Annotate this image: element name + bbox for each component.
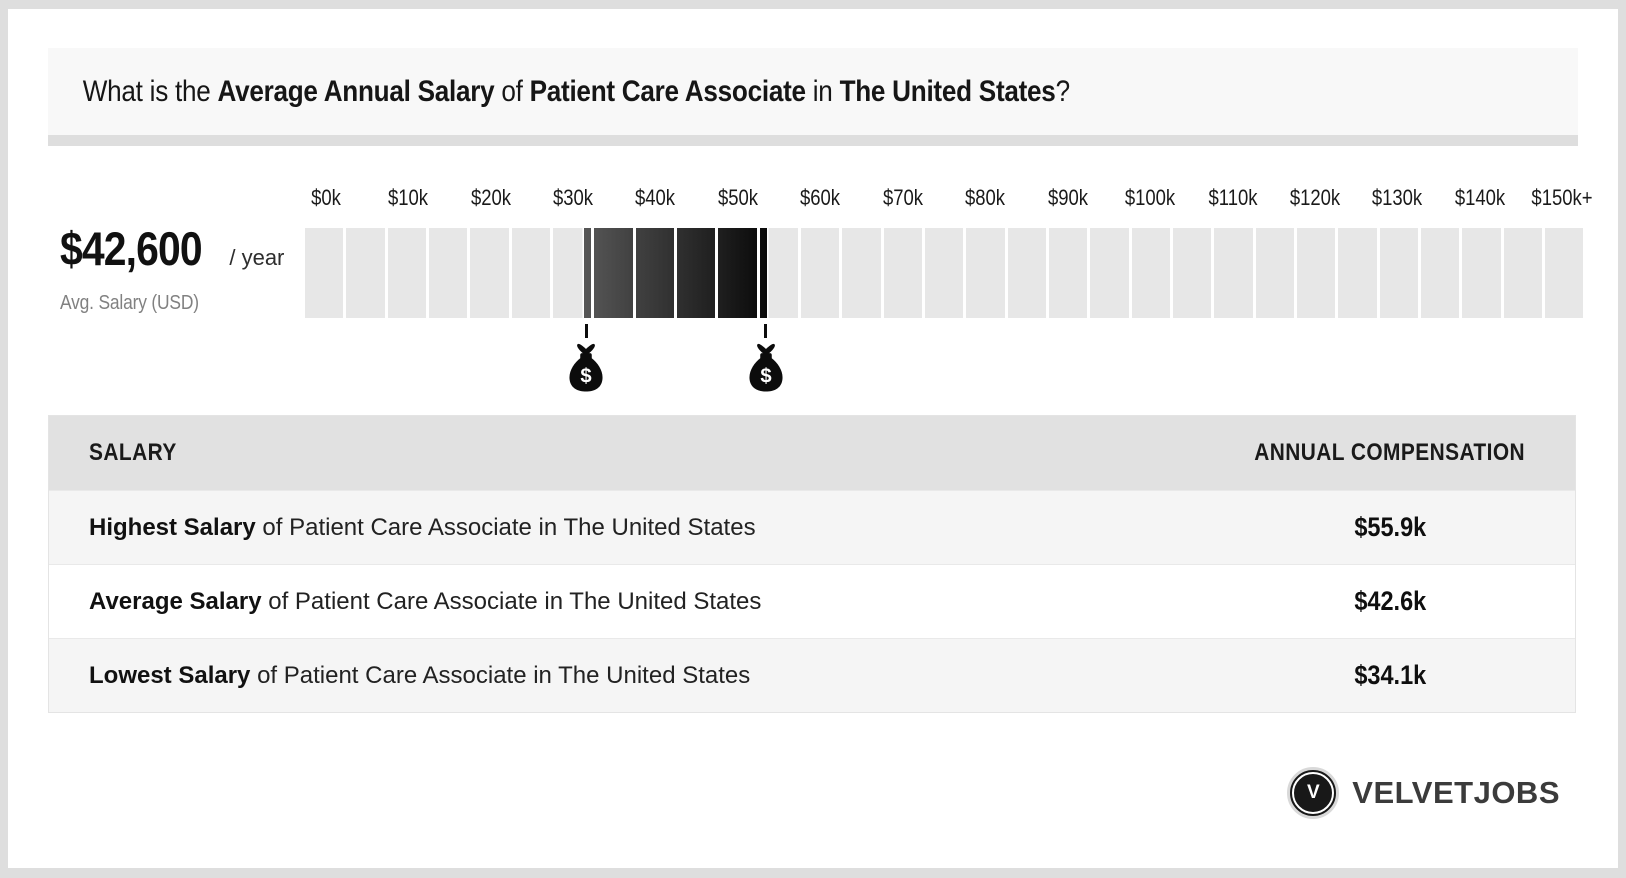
axis-tick-label: $140k [1454, 185, 1506, 210]
salary-bar-cell [1131, 228, 1170, 318]
salary-bar-cell [1048, 228, 1088, 318]
row-value: $42.6k [1354, 586, 1426, 616]
salary-bar-cell [594, 228, 633, 318]
axis-tick-label: $80k [965, 185, 1006, 210]
salary-bar-cell [676, 228, 716, 318]
marker-tick [764, 324, 768, 338]
row-value: $34.1k [1354, 660, 1426, 690]
salary-bar-cell [1090, 228, 1129, 318]
question-panel: What is the Average Annual Salary of Pat… [48, 48, 1578, 135]
question-part: The United States [839, 74, 1056, 108]
salary-bar-cell [759, 228, 798, 318]
infographic-card: What is the Average Annual Salary of Pat… [8, 9, 1618, 868]
row-description: Average Salary of Patient Care Associate… [89, 587, 762, 615]
avg-salary-caption: Avg. Salary (USD) [60, 292, 199, 314]
marker-tick [584, 324, 588, 338]
salary-bar-cell [883, 228, 922, 318]
row-lead: Lowest Salary [89, 661, 251, 689]
highest-salary-marker: $ [746, 324, 786, 393]
per-year-label: / year [229, 245, 285, 270]
salary-bar-cell [718, 228, 757, 318]
money-bag-icon: $ [749, 343, 783, 392]
salary-bar-cell [842, 228, 881, 318]
table-header-salary: SALARY [89, 439, 177, 466]
row-description: Highest Salary of Patient Care Associate… [89, 513, 756, 541]
row-lead: Highest Salary [89, 513, 256, 541]
salary-bar-cell [387, 228, 426, 318]
salary-markers: $ $ [305, 324, 1583, 404]
question-part: What is the [82, 74, 218, 108]
salary-table: SALARY ANNUAL COMPENSATION Highest Salar… [48, 415, 1576, 713]
row-lead: Average Salary [89, 587, 262, 615]
velvetjobs-brand: V VELVETJOBS [1287, 767, 1560, 819]
salary-bar-cell [1462, 228, 1501, 318]
table-body: Highest Salary of Patient Care Associate… [49, 490, 1575, 712]
salary-bar-cell [428, 228, 468, 318]
axis-tick-label: $110k [1208, 185, 1258, 210]
axis-tick-label: $40k [635, 185, 676, 210]
average-salary-amount: $42,600 [60, 222, 203, 275]
salary-bar-cell [470, 228, 509, 318]
money-bag-icon: $ [569, 343, 603, 392]
salary-bar-cell [800, 228, 840, 318]
axis-tick-label: $100k [1124, 185, 1176, 210]
axis-tick-label: $30k [552, 185, 593, 210]
axis-tick-label: $60k [800, 185, 841, 210]
axis-tick-label: $20k [470, 185, 511, 210]
salary-range-chart: $0k $10k $20k $30k $40k $50k $60k $70k $80k $90k $… [305, 185, 1593, 405]
salary-bar-cell [924, 228, 964, 318]
question: What is the Average Annual Salary of Pat… [48, 75, 1070, 109]
axis-tick-label: $70k [882, 185, 923, 210]
axis-tick-label: $130k [1372, 185, 1423, 210]
axis-tick-label: $150k+ [1531, 185, 1593, 210]
axis-tick-label: $0k [310, 185, 341, 210]
axis-tick-label: $120k [1289, 185, 1341, 210]
salary-bar-cell [1214, 228, 1253, 318]
question-part: of [494, 74, 530, 108]
question-part: in [805, 74, 840, 108]
salary-bar-cell [305, 228, 344, 318]
row-description: Lowest Salary of Patient Care Associate … [89, 661, 751, 689]
salary-bar-cell [1338, 228, 1377, 318]
table-header-compensation: ANNUAL COMPENSATION [1254, 439, 1526, 466]
question-part: Average Annual Salary [217, 74, 495, 108]
salary-bar-cell [1007, 228, 1046, 318]
salary-bar-cell [1503, 228, 1542, 318]
question-part: Patient Care Associate [529, 74, 806, 108]
salary-bar-cell [966, 228, 1005, 318]
axis-tick-label: $50k [717, 185, 758, 210]
table-row: Highest Salary of Patient Care Associate… [49, 490, 1575, 564]
axis-tick-label: $10k [388, 185, 429, 210]
velvetjobs-logo-icon: V [1287, 767, 1340, 819]
average-salary-stat: $42,600 / year Avg. Salary (USD) [60, 221, 310, 315]
question-part: ? [1055, 74, 1071, 108]
table-row: Lowest Salary of Patient Care Associate … [49, 638, 1575, 712]
salary-bar [305, 228, 1584, 318]
logo-letter: V [1306, 782, 1320, 803]
salary-bar-cell [552, 228, 592, 318]
axis-tick-label: $90k [1047, 185, 1088, 210]
salary-bar-cell [1420, 228, 1460, 318]
table-header-row: SALARY ANNUAL COMPENSATION [49, 416, 1575, 490]
row-value: $55.9k [1354, 512, 1426, 542]
salary-bar-cell [1255, 228, 1294, 318]
salary-bar-cell [1544, 228, 1584, 318]
brand-name: VELVETJOBS [1352, 775, 1560, 810]
salary-bar-cell [1172, 228, 1212, 318]
table-row: Average Salary of Patient Care Associate… [49, 564, 1575, 638]
lowest-salary-marker: $ [566, 324, 606, 393]
salary-bar-cell [346, 228, 385, 318]
salary-bar-cell [1296, 228, 1336, 318]
axis-labels: $0k $10k $20k $30k $40k $50k $60k $70k $80k $90k $… [305, 185, 1593, 219]
salary-bar-cell [1379, 228, 1418, 318]
salary-bar-cell [511, 228, 550, 318]
svg-text:$: $ [760, 365, 771, 387]
salary-bar-cell [635, 228, 674, 318]
svg-text:$: $ [581, 365, 592, 387]
